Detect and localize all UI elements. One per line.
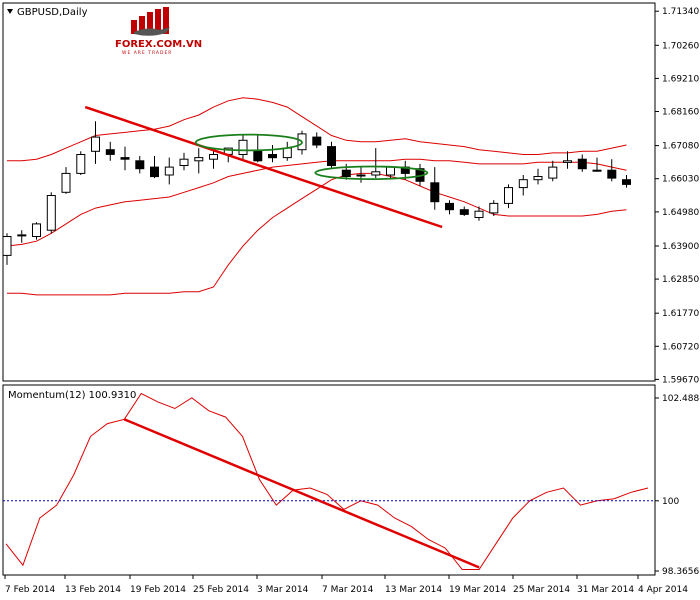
candle-bear [253,150,263,162]
candle-bear [120,157,130,160]
candle-bear [327,146,336,167]
price-tick-label: 1.69210 [662,74,699,84]
momentum-line [5,392,649,570]
candle-bear [430,182,440,203]
date-tick-label: 13 Feb 2014 [65,585,121,595]
candle-bull [194,157,204,162]
candle-bull [238,139,248,156]
momentum-trendline [123,418,480,569]
momentum-tick-label: 102.4888 [662,394,700,404]
candle-bull [61,172,71,193]
candle-bear [105,149,115,155]
candle-bull [164,166,174,176]
candle-bull [518,179,528,189]
candle-bull [17,234,27,237]
bollinger-middle-line [6,158,627,247]
date-tick-label: 4 Apr 2014 [638,585,688,595]
price-tick-label: 1.68160 [662,108,699,118]
symbol-label: GBPUSD,Daily [17,7,88,18]
date-tick-label: 3 Mar 2014 [257,585,309,595]
candle-bear [268,154,277,159]
price-tick-label: 1.70260 [662,41,699,51]
date-tick-label: 19 Feb 2014 [130,585,186,595]
price-tick-label: 1.66030 [662,175,699,185]
candle-bull [209,154,218,160]
price-tick-label: 1.59670 [662,375,699,385]
candle-bull [46,195,56,231]
price-tick-label: 1.61770 [662,309,699,319]
pattern-ellipse [194,133,303,152]
price-trendline [84,105,443,229]
candle-bull [563,160,572,163]
logo-text: FOREX.COM.VN [115,39,202,50]
date-tick-label: 31 Mar 2014 [577,585,634,595]
dropdown-triangle-icon[interactable] [7,9,13,14]
candle-bull [32,223,41,237]
price-panel [2,2,656,382]
candle-bull [386,166,395,176]
date-tick-label: 19 Mar 2014 [449,585,506,595]
price-tick-label: 1.71340 [662,7,699,17]
date-tick-label: 25 Mar 2014 [513,585,570,595]
candle-bull [533,176,543,181]
candle-bear [607,169,617,179]
candle-bull [548,166,558,179]
bollinger-upper-line [7,97,627,162]
forex-logo: FOREX.COM.VN WE ARE TRADER [115,7,202,56]
momentum-label: Momentum(12) 100.9310 [8,390,136,401]
candle-bull [489,202,499,214]
candle-bull [356,174,366,177]
price-tick-label: 1.60720 [662,342,699,352]
candle-bull [474,210,484,218]
candle-bear [445,202,454,211]
candle-bear [312,136,322,146]
symbol-header[interactable]: GBPUSD,Daily [7,7,88,18]
price-plot [2,97,631,296]
momentum-tick-label: 100 [662,497,679,507]
date-tick-label: 13 Mar 2014 [385,585,442,595]
candle-bear [577,158,587,170]
price-tick-label: 1.64980 [662,208,699,218]
candle-bear [459,209,469,215]
date-tick-label: 7 Mar 2014 [322,585,374,595]
candle-bear [622,179,631,185]
candle-bull [179,158,189,166]
pattern-ellipse [314,165,429,181]
axes: 1.71340 1.70260 1.69210 1.68160 1.67080 1.660… [4,7,700,595]
candle-bear [135,160,145,170]
logo-tagline: WE ARE TRADER [122,50,172,56]
date-tick-label: 7 Feb 2014 [5,585,56,595]
momentum-panel [2,384,656,576]
price-tick-label: 1.63900 [662,242,699,252]
candle-bull [371,171,381,176]
date-tick-label: 25 Feb 2014 [193,585,249,595]
price-tick-label: 1.62850 [662,275,699,285]
momentum-plot [3,392,655,570]
momentum-tick-label: 98.3656 [662,567,699,577]
candle-bear [341,169,351,177]
bollinger-lower-line [7,172,627,296]
candle-bear [150,166,159,178]
candle-bull [592,169,602,172]
price-tick-label: 1.67080 [662,142,699,152]
candle-bull [282,147,292,159]
candle-bull [76,154,86,174]
candle-bull [504,187,513,204]
candle-bull [91,136,100,152]
candle-bull [2,236,12,256]
